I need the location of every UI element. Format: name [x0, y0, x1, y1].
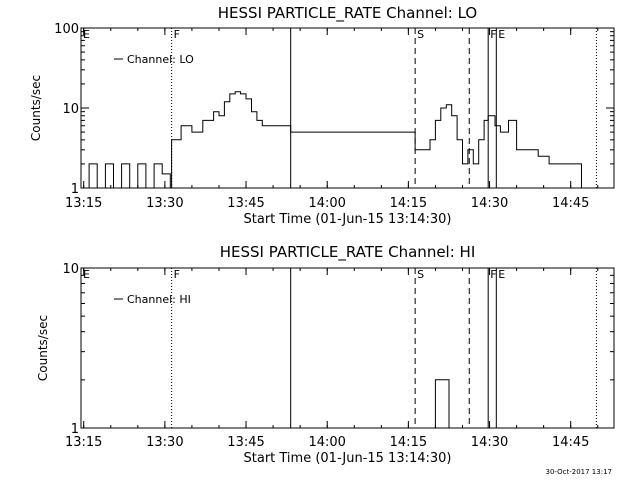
x-tick-label: 14:45 [552, 435, 589, 450]
event-marker-label: F [490, 28, 496, 41]
x-tick-label: 13:30 [146, 435, 183, 450]
x-tick-label: 13:45 [227, 435, 264, 450]
y-axis-label: Counts/sec [29, 75, 43, 141]
series-line [81, 91, 601, 189]
event-marker-label: E [498, 28, 505, 41]
x-axis-label: Start Time (01-Jun-15 13:14:30) [244, 451, 452, 466]
y-axis-label: Counts/sec [36, 315, 50, 381]
x-axis-label: Start Time (01-Jun-15 13:14:30) [244, 212, 452, 227]
event-marker-label: F [174, 28, 180, 41]
footer-timestamp: 30-Oct-2017 13:17 [546, 468, 612, 476]
event-marker-label: S [417, 28, 424, 41]
y-tick-label: 1 [71, 422, 79, 437]
x-tick-label: 14:00 [308, 196, 345, 211]
legend-entry: Channel: LO [127, 53, 194, 66]
y-tick-label: 1 [71, 182, 79, 197]
event-marker-label: E [83, 28, 90, 41]
event-marker-label: F [174, 268, 180, 281]
hi-channel-panel: HESSI PARTICLE_RATE Channel: HI 13:15 13:3… [36, 243, 615, 466]
x-tick-label: 14:45 [552, 196, 589, 211]
chart-title: HESSI PARTICLE_RATE Channel: LO [218, 4, 477, 23]
y-tick-label: 10 [62, 262, 79, 277]
x-tick-label: 14:15 [390, 435, 427, 450]
plot-frame [80, 267, 615, 429]
event-marker-label: S [417, 268, 424, 281]
x-tick-label: 13:15 [65, 196, 102, 211]
x-tick-label: 14:30 [471, 196, 508, 211]
series-line [405, 379, 452, 429]
legend-entry: Channel: HI [127, 293, 191, 306]
x-tick-label: 13:15 [65, 435, 102, 450]
x-tick-label: 14:15 [390, 196, 427, 211]
y-tick-label: 100 [54, 22, 79, 37]
x-tick-label: 14:00 [308, 435, 345, 450]
y-tick-label: 10 [62, 102, 79, 117]
event-marker-label: E [498, 268, 505, 281]
event-marker-label: E [83, 268, 90, 281]
event-marker-label: F [490, 268, 496, 281]
lo-channel-panel: HESSI PARTICLE_RATE Channel: LO 13:15 13:3… [29, 4, 615, 227]
x-tick-label: 13:45 [227, 196, 264, 211]
x-tick-label: 13:30 [146, 196, 183, 211]
x-tick-label: 14:30 [471, 435, 508, 450]
chart-title: HESSI PARTICLE_RATE Channel: HI [220, 243, 476, 262]
